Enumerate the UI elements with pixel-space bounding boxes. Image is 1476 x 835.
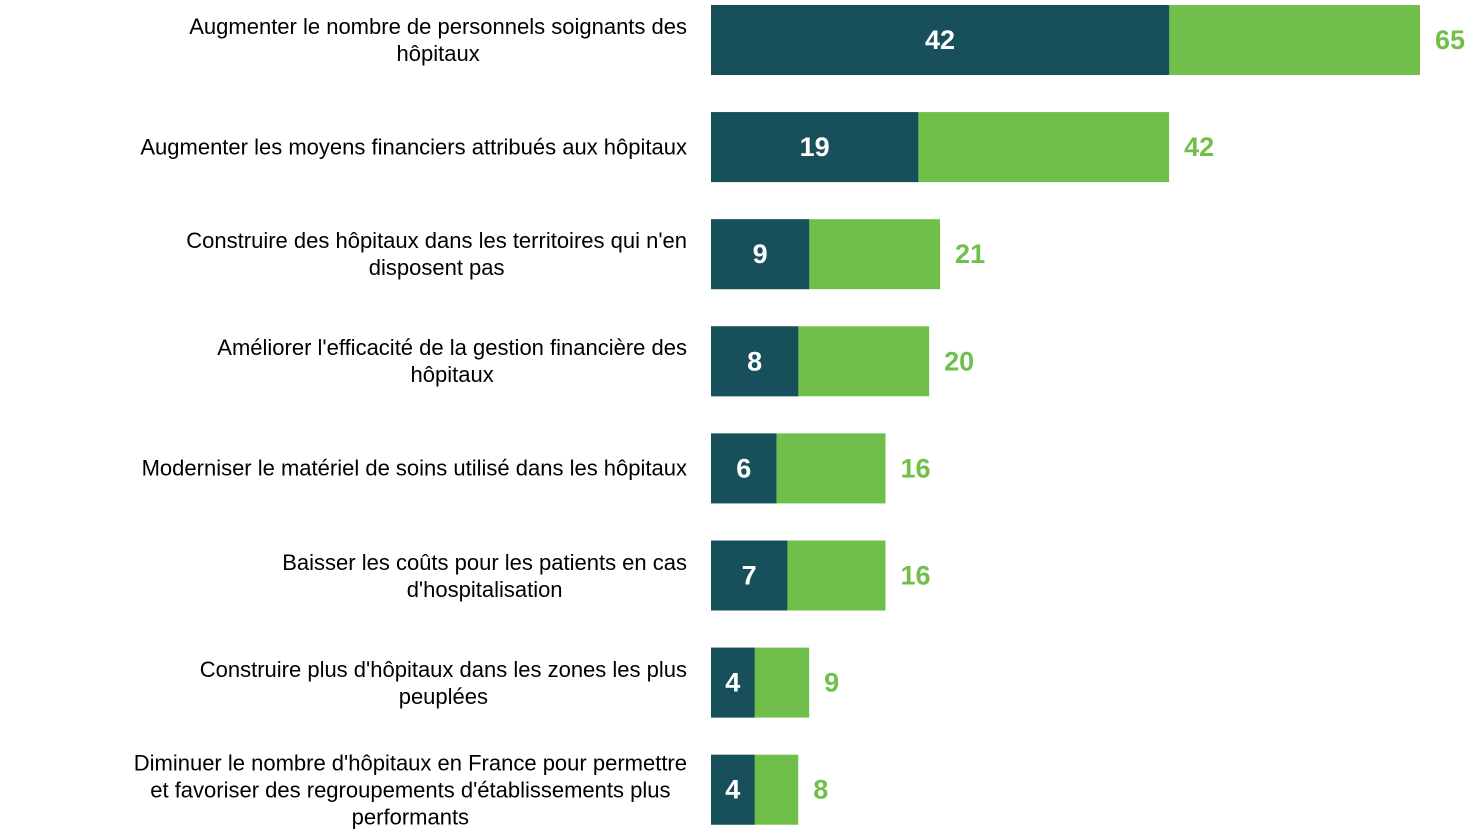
category-label: Améliorer l'efficacité de la gestion fin… <box>217 335 687 388</box>
value-label: 8 <box>747 346 762 376</box>
bar <box>711 433 777 504</box>
total-label: 8 <box>813 775 828 805</box>
value-label: 7 <box>742 561 757 591</box>
category-label: Diminuer le nombre d'hôpitaux en France … <box>133 750 687 830</box>
bar <box>711 5 1170 75</box>
category-label: Moderniser le matériel de soins utilisé … <box>141 455 687 481</box>
total-label: 20 <box>944 346 974 376</box>
total-label: 16 <box>901 561 931 591</box>
value-label: 19 <box>800 132 830 162</box>
total-label: 65 <box>1435 25 1465 55</box>
total-label: 42 <box>1184 132 1214 162</box>
value-label: 4 <box>725 775 740 805</box>
value-label: 42 <box>925 25 955 55</box>
value-label: 6 <box>736 453 751 483</box>
total-label: 21 <box>955 239 985 269</box>
value-label: 9 <box>753 239 768 269</box>
bar <box>711 754 755 825</box>
total-label: 9 <box>824 668 839 698</box>
bar <box>711 219 810 290</box>
total-label: 16 <box>901 453 931 483</box>
category-label: Construire des hôpitaux dans les territo… <box>186 228 687 281</box>
category-label: Construire plus d'hôpitaux dans les zone… <box>199 656 687 709</box>
value-label: 4 <box>725 668 740 698</box>
category-label: Baisser les coûts pour les patients en c… <box>282 549 687 602</box>
category-label: Augmenter le nombre de personnels soigna… <box>189 14 687 66</box>
category-label: Augmenter les moyens financiers attribué… <box>140 134 687 160</box>
bar <box>711 540 788 611</box>
bar <box>711 326 799 397</box>
bar <box>711 112 919 183</box>
bar <box>711 647 755 718</box>
